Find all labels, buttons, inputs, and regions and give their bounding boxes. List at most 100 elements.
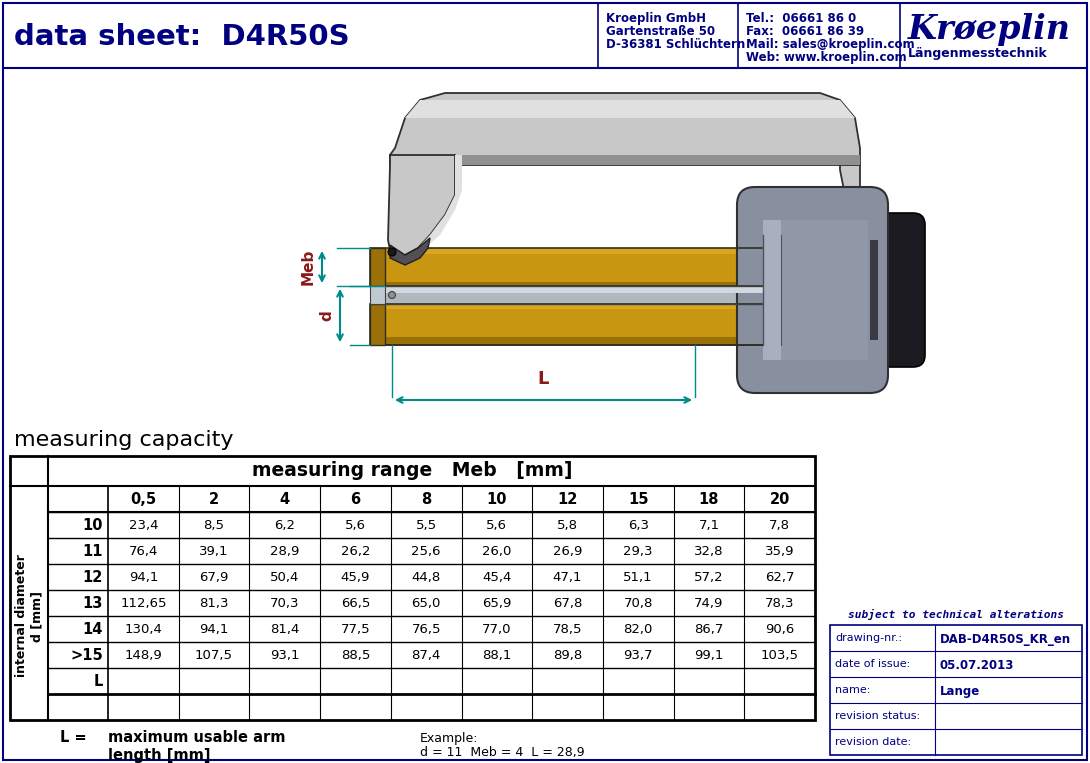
Text: data sheet:  D4R50S: data sheet: D4R50S — [14, 23, 350, 51]
Text: 20: 20 — [770, 491, 790, 507]
Text: revision status:: revision status: — [835, 711, 920, 721]
Text: 10: 10 — [83, 517, 102, 533]
Text: 29,3: 29,3 — [623, 545, 653, 558]
Text: 14: 14 — [83, 622, 102, 636]
Text: 99,1: 99,1 — [694, 649, 724, 662]
Text: 89,8: 89,8 — [553, 649, 582, 662]
Text: 90,6: 90,6 — [765, 623, 795, 636]
Polygon shape — [370, 248, 385, 286]
FancyBboxPatch shape — [853, 213, 925, 367]
Text: 78,3: 78,3 — [765, 597, 795, 610]
Text: 23,4: 23,4 — [129, 519, 158, 532]
Text: 11: 11 — [83, 543, 102, 559]
Text: 26,9: 26,9 — [553, 545, 582, 558]
Bar — [829, 625, 1082, 755]
Polygon shape — [388, 155, 455, 255]
Text: Meb: Meb — [301, 249, 316, 285]
Bar — [370, 286, 385, 304]
Text: 67,9: 67,9 — [199, 571, 229, 584]
Bar — [763, 220, 782, 360]
Text: 103,5: 103,5 — [761, 649, 799, 662]
Text: 93,1: 93,1 — [270, 649, 300, 662]
Text: 51,1: 51,1 — [623, 571, 653, 584]
FancyBboxPatch shape — [737, 187, 888, 393]
Text: measuring capacity: measuring capacity — [14, 430, 233, 450]
Text: 57,2: 57,2 — [694, 571, 724, 584]
Text: 12: 12 — [557, 491, 578, 507]
Text: L: L — [537, 370, 549, 388]
Bar — [385, 287, 770, 293]
Text: 6,3: 6,3 — [628, 519, 649, 532]
Text: 65,9: 65,9 — [482, 597, 511, 610]
Text: 2: 2 — [209, 491, 219, 507]
Bar — [870, 240, 879, 340]
Text: Krøeplin: Krøeplin — [908, 14, 1071, 47]
Text: >15: >15 — [70, 648, 102, 662]
Text: 25,6: 25,6 — [411, 545, 440, 558]
Text: 66,5: 66,5 — [341, 597, 371, 610]
Circle shape — [388, 248, 396, 256]
Text: 81,4: 81,4 — [270, 623, 300, 636]
Text: 88,5: 88,5 — [341, 649, 371, 662]
Polygon shape — [417, 155, 462, 248]
Text: drawing-nr.:: drawing-nr.: — [835, 633, 903, 642]
Bar — [370, 304, 770, 345]
Text: 5,6: 5,6 — [486, 519, 507, 532]
Text: 76,4: 76,4 — [129, 545, 158, 558]
Text: 6: 6 — [350, 491, 361, 507]
Text: 13: 13 — [83, 595, 102, 610]
Text: 70,3: 70,3 — [270, 597, 300, 610]
Text: 112,65: 112,65 — [120, 597, 167, 610]
Bar — [370, 337, 770, 345]
Text: 78,5: 78,5 — [553, 623, 582, 636]
Text: name:: name: — [835, 685, 871, 695]
Text: Längenmesstechnik: Längenmesstechnik — [908, 47, 1047, 60]
Text: 8,5: 8,5 — [204, 519, 225, 532]
Text: 4: 4 — [280, 491, 290, 507]
Text: d = 11  Meb = 4  L = 28,9: d = 11 Meb = 4 L = 28,9 — [420, 746, 584, 759]
Text: 35,9: 35,9 — [765, 545, 795, 558]
Text: 70,8: 70,8 — [623, 597, 653, 610]
Text: 47,1: 47,1 — [553, 571, 582, 584]
Text: 74,9: 74,9 — [694, 597, 724, 610]
Bar — [370, 248, 770, 254]
Text: Kroeplin GmbH: Kroeplin GmbH — [606, 12, 706, 25]
Text: 32,8: 32,8 — [694, 545, 724, 558]
Text: 7,8: 7,8 — [770, 519, 790, 532]
Text: Tel.:  06661 86 0: Tel.: 06661 86 0 — [746, 12, 857, 25]
Polygon shape — [390, 155, 860, 165]
Polygon shape — [840, 165, 870, 210]
Text: 88,1: 88,1 — [482, 649, 511, 662]
Text: L =: L = — [60, 730, 86, 745]
Text: revision date:: revision date: — [835, 737, 911, 747]
Text: 7,1: 7,1 — [699, 519, 719, 532]
Text: Fax:  06661 86 39: Fax: 06661 86 39 — [746, 25, 864, 38]
Text: 67,8: 67,8 — [553, 597, 582, 610]
Text: 5,8: 5,8 — [557, 519, 578, 532]
Text: internal diameter
d [mm]: internal diameter d [mm] — [15, 555, 43, 678]
Text: Lange: Lange — [940, 685, 980, 698]
Bar — [763, 220, 868, 360]
Text: 93,7: 93,7 — [623, 649, 653, 662]
Polygon shape — [390, 93, 860, 165]
Text: 15: 15 — [628, 491, 649, 507]
Text: 39,1: 39,1 — [199, 545, 229, 558]
Bar — [10, 456, 815, 720]
Text: 12: 12 — [83, 569, 102, 584]
Text: 26,0: 26,0 — [482, 545, 511, 558]
Bar — [370, 248, 770, 286]
Text: 45,9: 45,9 — [341, 571, 371, 584]
Text: L: L — [94, 674, 102, 688]
Text: 130,4: 130,4 — [124, 623, 162, 636]
Text: Web: www.kroeplin.com: Web: www.kroeplin.com — [746, 51, 907, 64]
Text: 86,7: 86,7 — [694, 623, 724, 636]
Text: 10: 10 — [486, 491, 507, 507]
Text: D-36381 Schlüchtern: D-36381 Schlüchtern — [606, 38, 746, 51]
Bar — [370, 304, 770, 309]
Text: 94,1: 94,1 — [129, 571, 158, 584]
Text: 77,0: 77,0 — [482, 623, 511, 636]
Bar — [370, 254, 770, 282]
Text: 77,5: 77,5 — [341, 623, 371, 636]
Text: measuring range   Meb   [mm]: measuring range Meb [mm] — [252, 462, 572, 481]
Text: 148,9: 148,9 — [124, 649, 162, 662]
